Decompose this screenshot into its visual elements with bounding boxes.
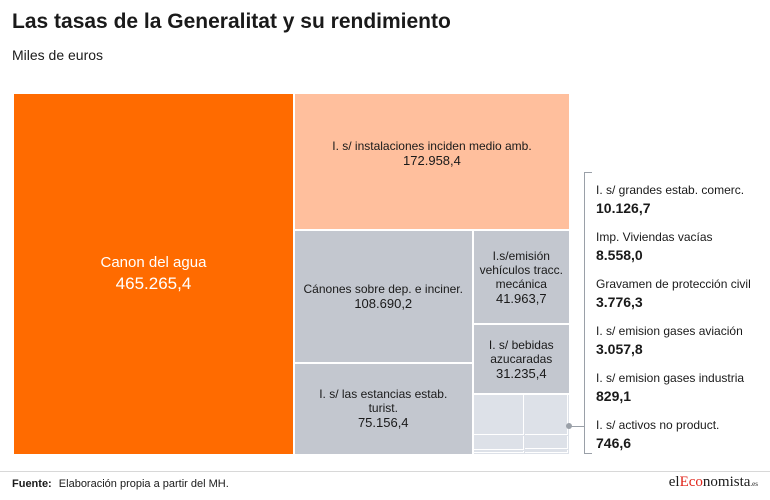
treemap-cell: Canon del agua 465.265,4 bbox=[14, 94, 293, 454]
treemap-cell-text: I. s/ instalaciones inciden medio amb. 17… bbox=[295, 139, 569, 168]
treemap-cell: I.s/emisión vehículos tracc. mecánica 41.… bbox=[473, 230, 569, 324]
legend-item-label: Gravamen de protección civil bbox=[596, 277, 751, 291]
legend-item-label: I. s/ emision gases industria bbox=[596, 371, 745, 385]
brand-logo: elEconomista.es bbox=[668, 474, 758, 490]
legend-item-label: I. s/ emision gases aviación bbox=[596, 324, 743, 338]
treemap-cell: Cánones sobre dep. e inciner. 108.690,2 bbox=[294, 230, 472, 362]
legend-item-value: 8.558,0 bbox=[596, 247, 643, 263]
legend-item-label: I. s/ grandes estab. comerc. bbox=[596, 183, 745, 197]
treemap-cell: I. s/ instalaciones inciden medio amb. 17… bbox=[294, 94, 569, 229]
legend-item: I. s/ grandes estab. comerc. 10.126,7 bbox=[596, 183, 744, 217]
legend-item-value: 10.126,7 bbox=[596, 200, 651, 216]
legend-connector bbox=[570, 426, 584, 427]
treemap-cell-label: I. s/ bebidas azucaradas bbox=[488, 337, 554, 366]
legend-item-value: 829,1 bbox=[596, 388, 632, 404]
legend-item: Imp. Viviendas vacías 8.558,0 bbox=[596, 230, 713, 264]
footer: Fuente: Elaboración propia a partir del … bbox=[12, 478, 229, 490]
legend-item: I. s/ activos no product. 746,6 bbox=[596, 418, 719, 452]
treemap-cell-text: I. s/ las estancias estab. turist. 75.156… bbox=[295, 387, 472, 430]
treemap-cell-text: I.s/emisión vehículos tracc. mecánica 41.… bbox=[474, 249, 569, 306]
treemap-cell-value: 465.265,4 bbox=[115, 274, 192, 293]
treemap-cell-label: Canon del agua bbox=[100, 254, 207, 271]
legend-item-value: 3.776,3 bbox=[596, 294, 643, 310]
treemap-cell-text: I. s/ bebidas azucaradas 31.235,4 bbox=[474, 338, 569, 381]
treemap-small-cell bbox=[473, 450, 525, 453]
legend-item-value: 3.057,8 bbox=[596, 341, 643, 357]
treemap-small-cell bbox=[473, 395, 525, 435]
treemap-cell-text: Canon del agua 465.265,4 bbox=[14, 253, 293, 295]
chart-subtitle: Miles de euros bbox=[12, 47, 104, 63]
treemap-cell-label: Cánones sobre dep. e inciner. bbox=[303, 281, 463, 296]
treemap-cell-value: 75.156,4 bbox=[357, 415, 409, 431]
treemap-cell: I. s/ bebidas azucaradas 31.235,4 bbox=[473, 325, 569, 394]
footer-source-text: Elaboración propia a partir del MH. bbox=[58, 478, 229, 490]
legend-bracket bbox=[584, 172, 592, 454]
treemap-cell-value: 172.958,4 bbox=[403, 152, 461, 168]
treemap-cell-label: I. s/ las estancias estab. turist. bbox=[319, 387, 448, 416]
treemap-cell-label: I. s/ instalaciones inciden medio amb. bbox=[332, 138, 532, 153]
treemap-small-cell bbox=[525, 395, 568, 435]
footer-source-label: Fuente: bbox=[12, 478, 52, 490]
chart-title: Las tasas de la Generalitat y su rendimi… bbox=[12, 10, 451, 33]
legend-item-value: 746,6 bbox=[596, 435, 632, 451]
legend-item: I. s/ emision gases industria 829,1 bbox=[596, 371, 744, 405]
legend-item: Gravamen de protección civil 3.776,3 bbox=[596, 277, 751, 311]
legend-connector-dot bbox=[566, 423, 572, 429]
treemap-small-cell bbox=[525, 450, 568, 453]
footer-divider bbox=[0, 471, 770, 472]
treemap-cell: I. s/ las estancias estab. turist. 75.156… bbox=[294, 364, 472, 454]
treemap-cell-text: Cánones sobre dep. e inciner. 108.690,2 bbox=[295, 282, 472, 311]
treemap-cell-value: 31.235,4 bbox=[495, 365, 547, 381]
treemap-small-cell bbox=[473, 435, 525, 450]
treemap-cell-label: I.s/emisión vehículos tracc. mecánica bbox=[479, 248, 563, 291]
legend-item-label: I. s/ activos no product. bbox=[596, 418, 720, 432]
treemap-cell-value: 41.963,7 bbox=[495, 290, 547, 306]
treemap-cell-value: 108.690,2 bbox=[354, 295, 413, 311]
legend-item-label: Imp. Viviendas vacías bbox=[596, 230, 713, 244]
treemap-small-cell bbox=[525, 435, 568, 450]
legend-item: I. s/ emision gases aviación 3.057,8 bbox=[596, 324, 743, 358]
